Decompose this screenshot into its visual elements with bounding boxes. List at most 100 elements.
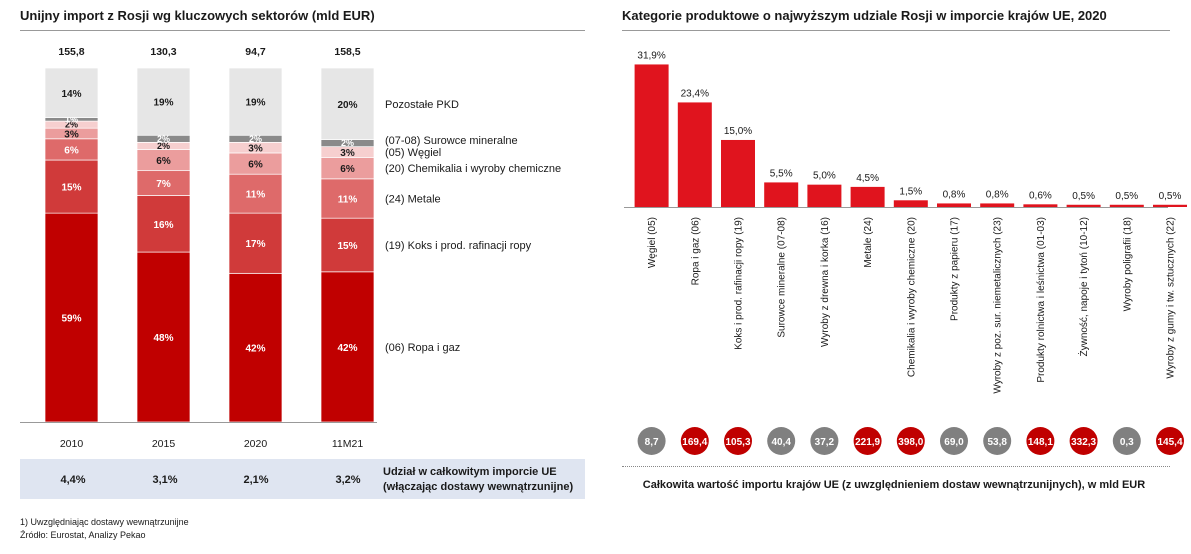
caption-divider [622,466,1170,467]
category-label-surowce-mineralne-07-08: Surowce mineralne (07-08) [777,217,788,338]
segment-label-19-koks-i-prod-rafinacji-ropy-2010: 15% [61,183,81,194]
legend-item-20-chemikalia-i-wyroby-chemiczne: (20) Chemikalia i wyroby chemiczne [385,163,561,175]
segment-label-06-ropa-i-gaz-2015: 48% [153,333,173,344]
total-circle-wyroby-z-drewna-i-korka-16 [810,427,839,455]
total-circle-koks-i-prod-rafinacji-ropy-19 [724,427,752,455]
bar-zywnosc-napoje-i-tyton-10-12 [1066,204,1101,207]
total-circle-produkty-z-papieru-17 [940,427,968,455]
bar-koks-i-prod-rafinacji-ropy-19 [721,139,755,207]
source-note: Źródło: Eurostat, Analizy Pekao [20,530,146,540]
right-chart-caption: Całkowita wartość importu krajów UE (z u… [642,479,1146,491]
segment-label-05-wegiel-2010: 2% [65,120,78,130]
stack-segment-06-ropa-i-gaz-2020 [228,272,283,423]
total-value-chemikalia-i-wyroby-chemiczne-20: 398,0 [898,437,923,448]
total-value-wyroby-z-drewna-i-korka-16: 37,2 [815,437,835,448]
category-label-wyroby-z-drewna-i-korka-16: Wyroby z drewna i korka (16) [820,217,831,347]
left-chart-title: Unijny import z Rosji wg kluczowych sekt… [20,8,375,23]
total-value-zywnosc-napoje-i-tyton-10-12: 332,3 [1071,437,1096,448]
bar-wegiel-05 [634,64,669,207]
bar-value-zywnosc-napoje-i-tyton-10-12: 0,5% [1072,191,1095,202]
total-circle-wyroby-z-poz-sur-niemetalicznych-23 [983,427,1012,455]
category-label-produkty-z-papieru-17: Produkty z papieru (17) [950,217,961,321]
bar-value-wyroby-z-gumy-i-tw-sztucznych-22: 0,5% [1159,191,1182,202]
segment-label-05-wegiel-2020: 3% [248,144,263,155]
total-label-11m21: 158,5 [334,46,360,58]
category-label-wyroby-z-gumy-i-tw-sztucznych-22: Wyroby z gumy i tw. sztucznych (22) [1166,217,1177,379]
segment-label-20-chemikalia-i-wyroby-chemiczne-11m21: 6% [340,164,355,175]
total-value-surowce-mineralne-07-08: 40,4 [771,437,791,448]
stack-segment-24-metale-2015 [136,170,191,196]
category-label-metale-24: Metale (24) [863,217,874,268]
segment-label-19-koks-i-prod-rafinacji-ropy-11m21: 15% [337,241,357,252]
bar-value-wyroby-poligrafii-18: 0,5% [1115,191,1138,202]
bar-ropa-i-gaz-06 [677,102,712,207]
share-band [20,459,585,499]
segment-label-24-metale-11m21: 11% [338,195,358,206]
total-value-ropa-i-gaz-06: 169,4 [682,437,707,448]
segment-label-20-chemikalia-i-wyroby-chemiczne-2015: 6% [156,156,171,167]
category-label-chemikalia-i-wyroby-chemiczne-20: Chemikalia i wyroby chemiczne (20) [906,217,917,377]
share-label-line1: Udział w całkowitym imporcie UE [383,466,557,478]
bar-wyroby-z-gumy-i-tw-sztucznych-22 [1153,204,1187,207]
total-label-2015: 130,3 [150,46,176,58]
footnote-intra-eu: 1) Uwzględniając dostawy wewnątrzunijne [20,517,189,527]
bar-value-chemikalia-i-wyroby-chemiczne-20: 1,5% [899,186,922,197]
total-value-koks-i-prod-rafinacji-ropy-19: 105,3 [725,437,750,448]
right-chart-title: Kategorie produktowe o najwyższym udzial… [622,8,1107,23]
stack-segment-06-ropa-i-gaz-2010 [44,212,99,423]
bar-produkty-z-papieru-17 [937,203,971,208]
segment-label-pozostale-pkd-2020: 19% [245,98,265,109]
bar-surowce-mineralne-07-08 [764,182,799,207]
bar-value-produkty-rolnictwa-i-lesnictwa-01-03: 0,6% [1029,190,1052,201]
bar-metale-24 [850,186,885,207]
segment-label-07-08-surowce-mineralne-11m21: 2% [341,138,354,148]
segment-label-20-chemikalia-i-wyroby-chemiczne-2010: 3% [64,129,79,140]
segment-label-pozostale-pkd-2015: 19% [153,98,173,109]
bar-value-ropa-i-gaz-06: 23,4% [681,88,709,99]
share-value-2015: 3,1% [152,474,178,486]
legend-item-24-metale: (24) Metale [385,194,441,206]
segment-label-20-chemikalia-i-wyroby-chemiczne-2020: 6% [248,160,263,171]
legend-item-19-koks-i-prod-rafinacji-ropy: (19) Koks i prod. rafinacji ropy [385,240,532,252]
total-circle-ropa-i-gaz-06 [680,427,709,455]
segment-label-pozostale-pkd-2010: 14% [61,89,81,100]
stack-segment-24-metale-11m21 [320,178,375,219]
total-value-metale-24: 221,9 [855,437,880,448]
share-value-2020: 2,1% [243,474,269,486]
bar-produkty-rolnictwa-i-lesnictwa-01-03 [1023,204,1058,207]
total-value-wyroby-z-poz-sur-niemetalicznych-23: 53,8 [987,437,1007,448]
category-label-wegiel-05: Węgiel (05) [647,217,658,268]
category-bar-chart: 31,9% Węgiel (05) 8,7 23,4% Ropa i gaz (06) 1… [624,50,1187,455]
segment-label-24-metale-2020: 11% [246,190,266,201]
total-circle-surowce-mineralne-07-08 [767,427,796,455]
stack-segment-pozostale-pkd-2010 [44,67,99,118]
stack-segment-19-koks-i-prod-rafinacji-ropy-11m21 [320,217,375,273]
total-circle-wegiel-05 [637,427,666,455]
stacked-bar-chart: 59%15%6%3%2%1%14%155,8201048%16%7%6%2%2%… [20,46,561,450]
category-label-wyroby-z-poz-sur-niemetalicznych-23: Wyroby z poz. sur. niemetalicznych (23) [993,217,1004,394]
total-circle-metale-24 [853,427,882,455]
segment-label-06-ropa-i-gaz-2020: 42% [245,344,265,355]
segment-label-06-ropa-i-gaz-11m21: 42% [337,343,357,354]
category-label-2010: 2010 [60,438,84,450]
category-label-2020: 2020 [244,438,268,450]
bar-wyroby-z-drewna-i-korka-16 [807,184,842,207]
bar-value-produkty-z-papieru-17: 0,8% [943,189,966,200]
category-label-produkty-rolnictwa-i-lesnictwa-01-03: Produkty rolnictwa i leśnictwa (01-03) [1036,217,1047,383]
total-value-produkty-rolnictwa-i-lesnictwa-01-03: 148,1 [1028,437,1053,448]
segment-label-19-koks-i-prod-rafinacji-ropy-2015: 16% [153,220,173,231]
legend-item-06-ropa-i-gaz: (06) Ropa i gaz [385,342,460,354]
share-value-2010: 4,4% [60,474,86,486]
stack-segment-06-ropa-i-gaz-11m21 [320,271,375,423]
segment-label-05-wegiel-2015: 2% [157,141,170,151]
legend-item-pozostale-pkd: Pozostałe PKD [385,99,459,111]
total-value-wegiel-05: 8,7 [645,437,659,448]
stack-segment-24-metale-2020 [228,173,283,214]
category-label-zywnosc-napoje-i-tyton-10-12: Żywność, napoje i tytoń (10-12) [1077,217,1090,357]
category-label-koks-i-prod-rafinacji-ropy-19: Koks i prod. rafinacji ropy (19) [734,217,745,350]
segment-label-24-metale-2015: 7% [156,179,171,190]
stack-segment-pozostale-pkd-2015 [136,67,191,136]
total-circle-wyroby-poligrafii-18 [1112,427,1141,455]
bar-value-surowce-mineralne-07-08: 5,5% [770,168,793,179]
share-value-11m21: 3,2% [335,474,361,486]
